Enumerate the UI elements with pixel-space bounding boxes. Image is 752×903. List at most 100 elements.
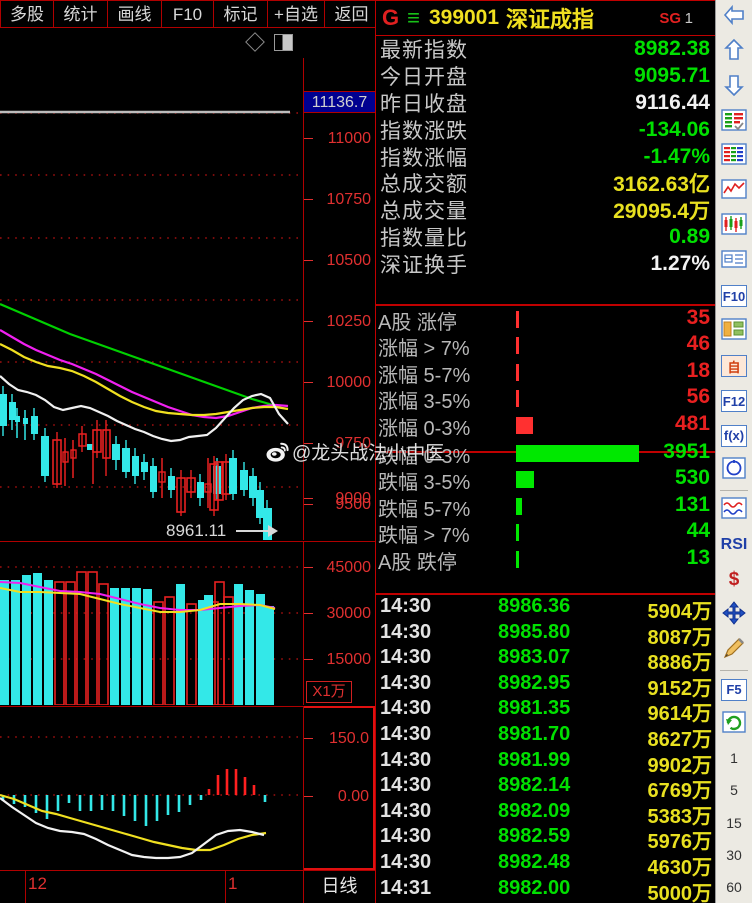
tick-row[interactable]: 14:30 8982.48 4630万: [376, 851, 716, 879]
distribution-row-value: 13: [686, 545, 710, 569]
toolbar-button-2[interactable]: 画线: [108, 0, 162, 28]
sidebar-quote-list-icon[interactable]: [716, 140, 752, 175]
quote-row-value: 0.89: [669, 224, 710, 248]
sidebar-rsi-icon[interactable]: RSI: [716, 528, 752, 563]
price-chart-pane[interactable]: 8961.11: [0, 58, 304, 540]
distribution-row: 跌幅 0-3% 3951: [376, 440, 716, 468]
diamond-icon[interactable]: [245, 32, 265, 52]
sidebar-period-30[interactable]: 30: [716, 839, 752, 871]
volume-unit-label: X1万: [306, 681, 352, 703]
quote-row-value: 8982.38: [634, 37, 710, 61]
tick-time: 14:30: [380, 697, 432, 720]
volume-chart-pane[interactable]: [0, 541, 304, 705]
volume-axis-label: 30000: [326, 605, 372, 622]
tick-row[interactable]: 14:30 8986.36 5904万: [376, 595, 716, 623]
toolbar-button-0[interactable]: 多股: [0, 0, 54, 28]
toolbar-button-5[interactable]: +自选: [268, 0, 325, 28]
sidebar-wave-icon[interactable]: [716, 493, 752, 528]
tick-price: 8981.35: [498, 697, 571, 720]
tick-volume: 5383万: [647, 805, 713, 828]
sidebar-candle-icon[interactable]: [716, 209, 752, 244]
sidebar-reload-icon[interactable]: [716, 707, 752, 742]
quote-row: 最新指数 8982.38: [376, 36, 716, 63]
tick-table[interactable]: 14:30 8986.36 5904万 14:30 8985.80 8087万 14:30 8…: [376, 595, 716, 903]
sidebar-f12-icon[interactable]: F12: [716, 384, 752, 419]
tick-volume: 5904万: [647, 601, 713, 623]
sidebar-f5-icon[interactable]: F5: [716, 672, 752, 707]
sidebar-move-icon[interactable]: [716, 598, 752, 633]
sidebar-down-arrow-icon[interactable]: [716, 70, 752, 105]
tick-row[interactable]: 14:30 8981.99 9902万: [376, 749, 716, 777]
macd-chart-pane[interactable]: [0, 706, 304, 870]
distribution-bar: [516, 497, 522, 515]
tick-row[interactable]: 14:30 8981.70 8627万: [376, 722, 716, 751]
highlight-price-label: 11136.7: [304, 91, 375, 113]
money-icon: $: [721, 569, 747, 591]
sidebar-label: f(x): [723, 428, 745, 444]
toolbar-button-6[interactable]: 返回: [325, 0, 379, 28]
price-chart-svg: [0, 110, 303, 540]
period-label[interactable]: 日线: [304, 870, 375, 903]
rsi-icon: RSI: [721, 534, 748, 556]
sidebar-period-15[interactable]: 15: [716, 807, 752, 839]
symbol-code: 399001: [428, 6, 500, 29]
price-axis-label: 10250: [326, 313, 372, 330]
quote-row-value: 3162.63亿: [613, 173, 710, 197]
sidebar-report-icon[interactable]: [716, 105, 752, 140]
tick-row[interactable]: 14:30 8982.09 5383万: [376, 800, 716, 828]
quote-row-value: 1.27%: [650, 251, 710, 275]
sidebar-label: $: [728, 569, 740, 591]
tick-row[interactable]: 14:30 8982.59 5976万: [376, 825, 716, 853]
quote-row-label: 总成交额: [380, 173, 468, 197]
date-axis-label: 12: [28, 874, 47, 893]
sidebar-trend-line-icon[interactable]: [716, 174, 752, 209]
tick-row[interactable]: 14:30 8982.95 9152万: [376, 671, 716, 700]
sidebar-up-arrow-icon[interactable]: [716, 35, 752, 70]
toolbar-button-3[interactable]: F10: [162, 0, 214, 28]
distribution-row: A股 跌停 13: [376, 545, 716, 574]
macd-axis-label: 0.00: [337, 788, 369, 805]
quote-row: 总成交量 29095.4万: [376, 197, 716, 224]
toolbar-button-1[interactable]: 统计: [54, 0, 108, 28]
tick-row[interactable]: 14:30 8981.35 9614万: [376, 697, 716, 726]
quote-row-label: 指数涨幅: [380, 146, 468, 170]
sidebar-period-1[interactable]: 1: [716, 742, 752, 774]
sidebar-period-5[interactable]: 5: [716, 774, 752, 806]
tick-volume: 9614万: [647, 703, 713, 726]
sidebar-structure-icon[interactable]: [716, 314, 752, 349]
sidebar-formula-icon[interactable]: f(x): [716, 419, 752, 454]
tick-row[interactable]: 14:30 8982.14 6769万: [376, 774, 716, 803]
sidebar-label: 15: [726, 814, 742, 831]
sidebar-refresh-circle-icon[interactable]: [716, 453, 752, 488]
f5-icon: F5: [721, 678, 747, 701]
tick-row[interactable]: 14:30 8983.07 8886万: [376, 646, 716, 674]
tick-time: 14:30: [380, 722, 432, 745]
distribution-bar: [516, 471, 534, 489]
tick-row[interactable]: 14:31 8982.00 5000万: [376, 877, 716, 903]
distribution-row-label: 涨幅 3-5%: [378, 391, 471, 414]
sidebar-f10-icon[interactable]: F10: [716, 279, 752, 314]
quote-row: 指数涨跌 -134.06: [376, 116, 716, 143]
sidebar-period-60[interactable]: 60: [716, 871, 752, 903]
sidebar-back-arrow-icon[interactable]: [716, 0, 752, 35]
quote-row: 深证换手 1.27%: [376, 250, 716, 277]
tick-time: 14:30: [380, 646, 432, 669]
sidebar-money-icon[interactable]: $: [716, 563, 752, 598]
sidebar-pencil-icon[interactable]: [716, 633, 752, 668]
quote-row-value: -1.47%: [643, 144, 710, 168]
distribution-row: 跌幅 3-5% 530: [376, 466, 716, 494]
toolbar-button-4[interactable]: 标记: [214, 0, 268, 28]
news-icon: [721, 249, 747, 274]
sidebar-self-select-icon[interactable]: 自: [716, 349, 752, 384]
tick-time: 14:31: [380, 876, 432, 899]
distribution-row-label: 涨幅 5-7%: [378, 364, 471, 387]
tick-price: 8983.07: [498, 646, 571, 669]
tick-volume: 6769万: [647, 780, 713, 803]
halfbox-icon[interactable]: [274, 34, 293, 51]
tick-row[interactable]: 14:30 8985.80 8087万: [376, 621, 716, 649]
distribution-row-label: A股 跌停: [378, 551, 457, 574]
tick-price: 8982.95: [498, 671, 571, 694]
chart-column: 多股 统计 画线 F10 标记 +自选 返回: [0, 0, 379, 903]
sidebar-news-icon[interactable]: [716, 244, 752, 279]
menu-icon[interactable]: ≡: [407, 5, 420, 30]
